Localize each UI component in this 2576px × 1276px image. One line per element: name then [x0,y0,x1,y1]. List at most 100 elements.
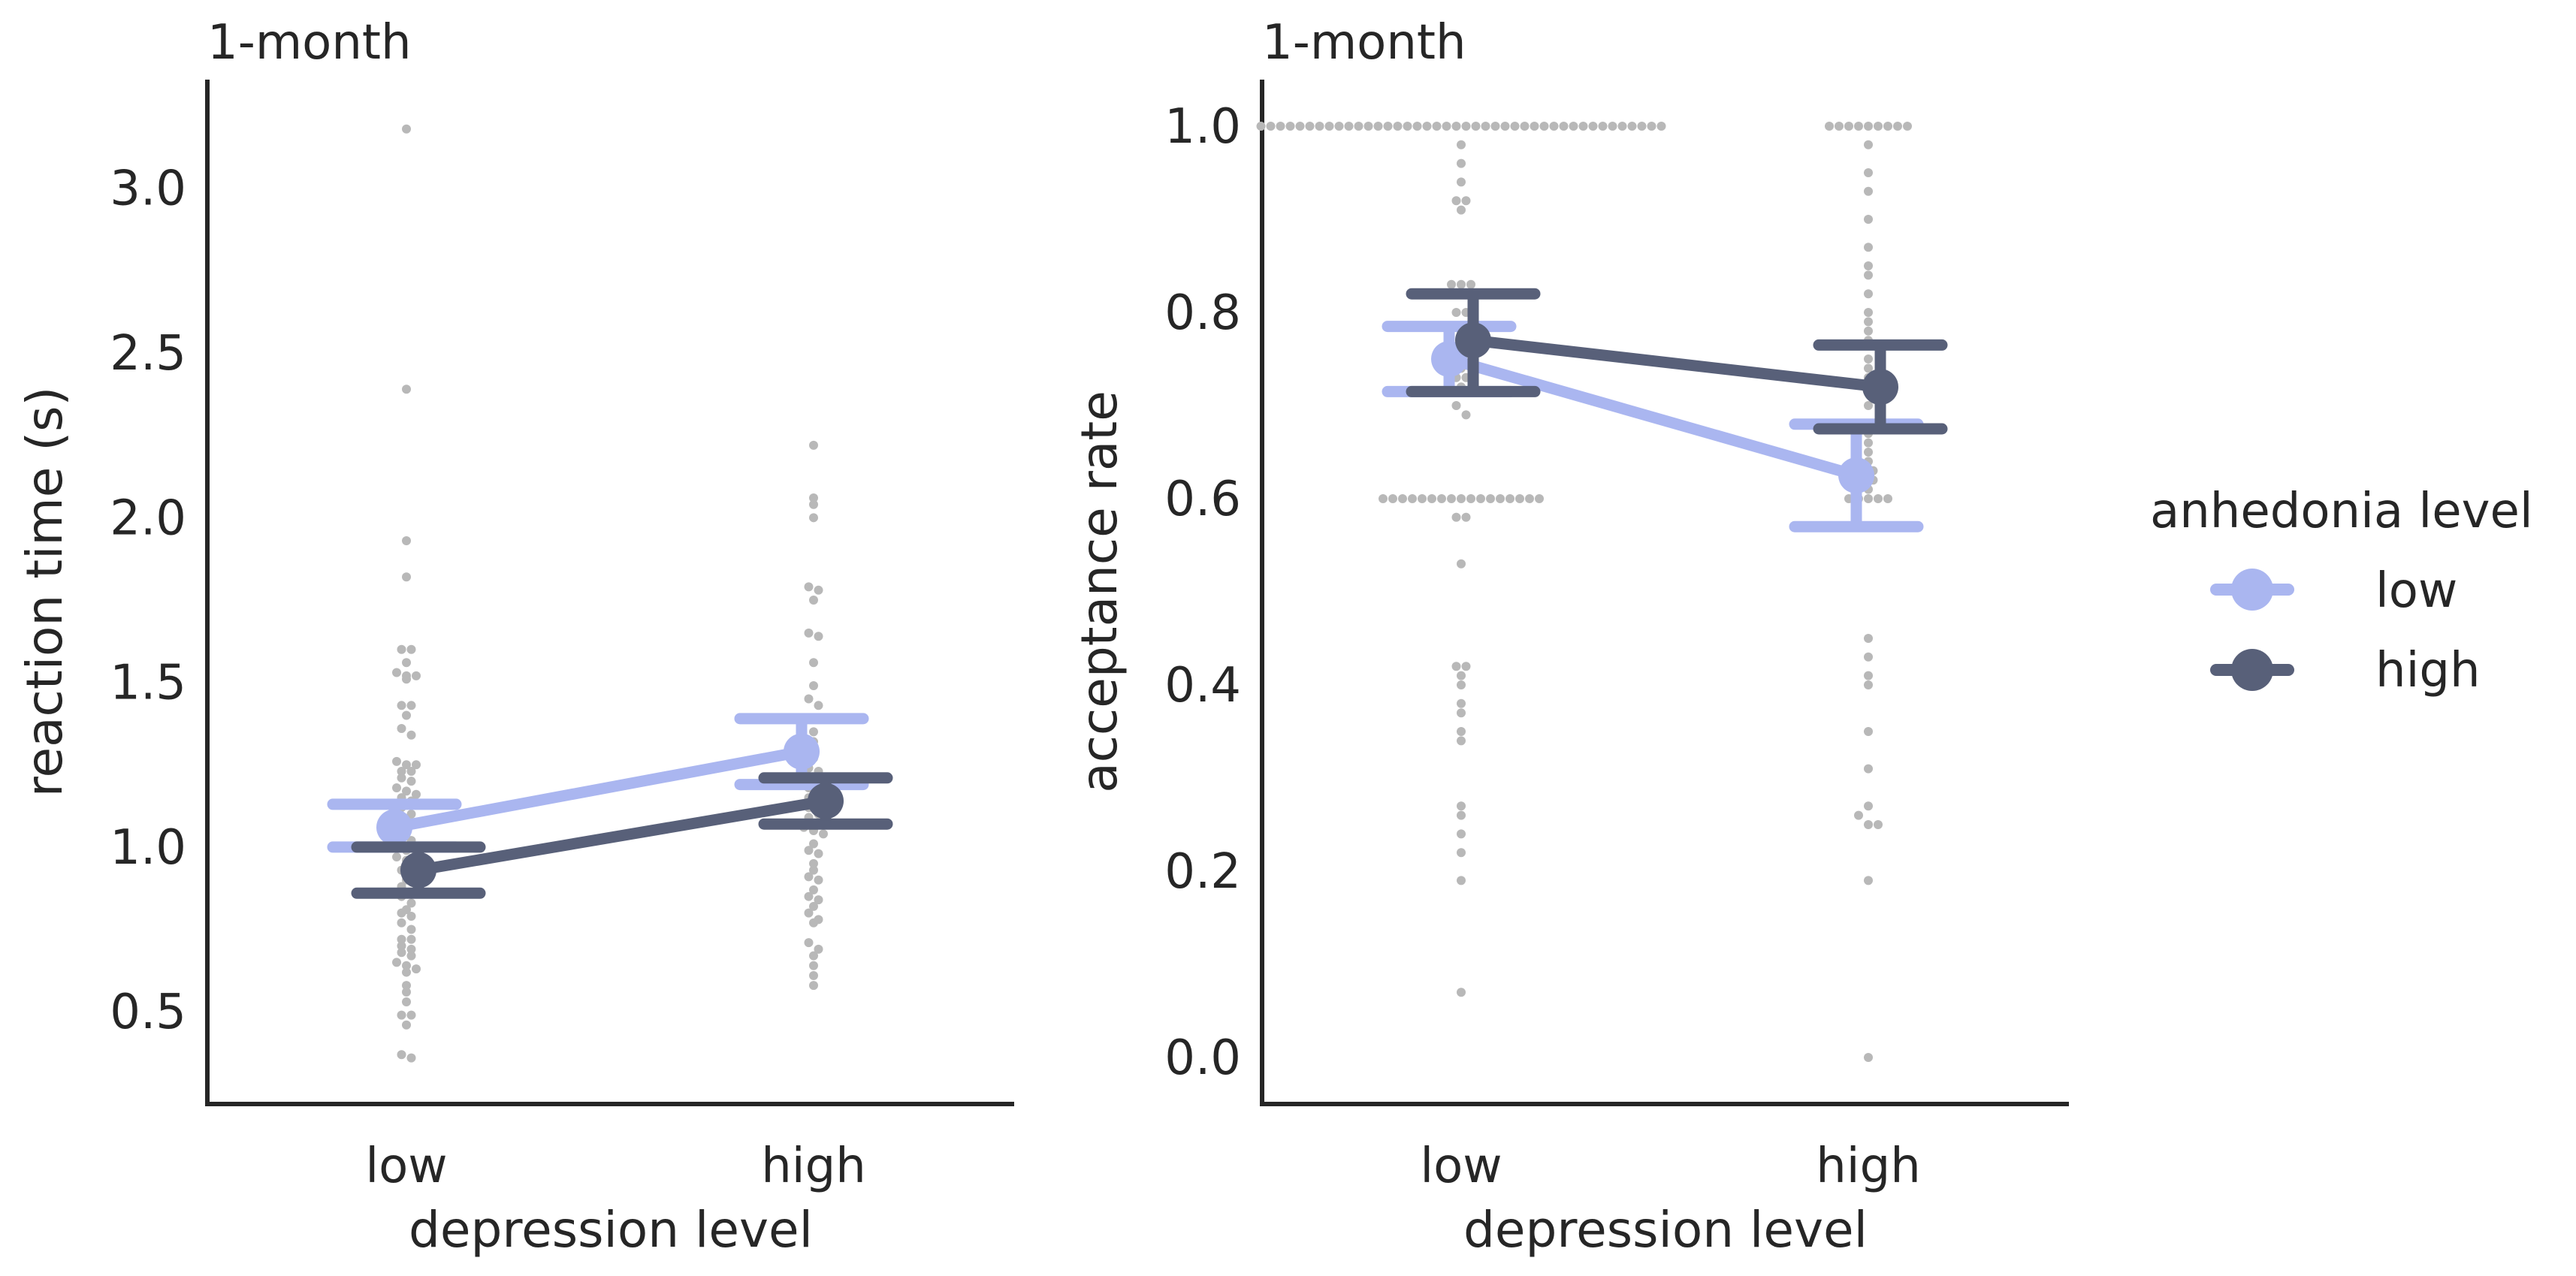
swarm-point [1854,810,1863,820]
swarm-point [1835,122,1844,131]
swarm-point [406,898,416,908]
swarm-point [1864,671,1873,680]
swarm-point [814,632,823,641]
swarm-point [1379,494,1388,503]
series-line-low [1443,353,1862,481]
swarm-point [1466,279,1475,289]
swarm-point [1854,122,1863,131]
swarm-point [1864,764,1873,774]
swarm-point [1535,494,1544,503]
swarm-point [1451,122,1461,131]
swarm-point [1490,122,1500,131]
swarm-point [1447,279,1456,289]
swarm-point [1864,243,1873,252]
swarm-point [1874,122,1883,131]
swarm-point [397,948,406,958]
swarm-point [1412,122,1422,131]
swarm-point [1457,988,1466,997]
swarm-point [1530,122,1539,131]
swarm-point [1864,289,1873,299]
swarm-point [1457,205,1466,215]
swarm-point [804,694,814,704]
swarm-point [1451,512,1461,522]
swarm-point [1457,736,1466,746]
swarm-point [402,997,411,1007]
swarm-point [1864,270,1873,280]
swarm-point [819,829,828,839]
swarm-point [1588,122,1598,131]
swarm-point [809,858,818,868]
swarm-point [1451,401,1461,410]
swarm-point [402,961,411,970]
swarm-point [1864,680,1873,689]
swarm-point [1864,876,1873,885]
swarm-point [402,1020,411,1030]
legend: anhedonia level low high [2150,484,2533,698]
swarm-point [1457,680,1466,689]
swarm-point [1276,122,1285,131]
swarm-point [397,1010,406,1020]
swarm-point [397,934,406,944]
chart-panel-reaction-time: 1-month 0.5 1.0 1.5 2.0 2.5 3.0 low high depre… [16,15,1014,1259]
swarm-point [1442,122,1451,131]
swarm-point [1451,196,1461,206]
swarm-point [804,846,814,855]
swarm-point [1627,122,1637,131]
mean-point-low [1838,457,1874,493]
swarm-point [1864,363,1873,373]
swarm-point [1500,122,1510,131]
swarm-point [1418,494,1427,503]
y-axis-label: reaction time (s) [16,387,74,797]
swarm-point [1315,122,1324,131]
y-tick-label: 0.8 [1164,285,1241,341]
mean-point-high [1862,369,1898,406]
swarm-point [1398,494,1407,503]
swarm-point [809,493,818,503]
swarm-point [809,680,818,690]
series-layer [327,713,893,899]
swarm-point [1457,810,1466,820]
mean-point-low [376,809,412,846]
swarm-point [1864,727,1873,736]
swarm-point [1422,122,1432,131]
x-tick-label-high: high [761,1139,866,1194]
swarm-point [392,756,401,766]
swarm-point [1388,494,1397,503]
swarm-point [1598,122,1608,131]
swarm-point [1457,671,1466,680]
swarm-point [1295,122,1305,131]
swarm-point [1539,122,1549,131]
swarm-point [406,644,416,654]
series-line-high [412,795,832,876]
swarm-point [804,628,814,638]
swarm-point [1451,308,1461,317]
series-low [327,713,869,853]
swarm-points [1256,122,1912,1062]
swarm-point [406,777,416,786]
swarm-point [1457,158,1466,168]
swarm-point [814,875,823,885]
swarm-point [1864,801,1873,811]
swarm-point [1864,634,1873,643]
swarm-point [1578,122,1588,131]
swarm-point [1457,876,1466,885]
swarm-point [1481,122,1490,131]
y-tick-label: 0.4 [1164,658,1241,713]
swarm-point [406,730,416,740]
swarm-point [1559,122,1569,131]
swarm-point [1461,196,1471,206]
swarm-point [1864,215,1873,224]
swarm-point [809,961,818,970]
swarm-point [402,967,411,977]
swarm-point [1496,494,1505,503]
swarm-point [1256,122,1266,131]
swarm-point [397,724,406,734]
swarm-point [402,385,411,394]
x-tick-label-high: high [1816,1139,1921,1194]
y-tick-label: 0.0 [1164,1030,1241,1086]
swarm-point [406,934,416,944]
swarm-point [814,701,823,710]
swarm-point [1451,662,1461,671]
swarm-point [814,849,823,858]
